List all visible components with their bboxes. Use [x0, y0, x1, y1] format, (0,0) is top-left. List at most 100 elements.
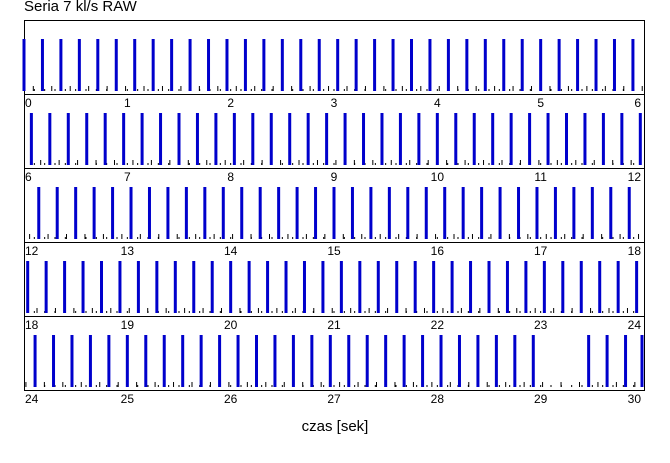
event-bar: [546, 113, 550, 165]
event-bar: [306, 113, 310, 165]
event-bar: [539, 39, 543, 91]
event-bar: [483, 39, 487, 91]
event-bar: [413, 261, 417, 313]
event-bar: [461, 187, 465, 239]
event-bar: [328, 335, 332, 387]
event-bar: [494, 335, 498, 387]
event-bar: [347, 335, 351, 387]
event-bar: [325, 113, 329, 165]
event-bar: [136, 261, 140, 313]
event-bar: [114, 39, 118, 91]
event-bar: [125, 335, 129, 387]
event-bar: [376, 261, 380, 313]
event-bar: [170, 39, 174, 91]
tick-label: 26: [224, 392, 238, 406]
event-bar: [33, 335, 37, 387]
event-bar: [277, 187, 281, 239]
event-bar: [280, 39, 284, 91]
event-bar: [92, 187, 96, 239]
event-bar: [509, 113, 513, 165]
event-bar: [317, 39, 321, 91]
tick-label: 7: [124, 170, 131, 184]
chart-title: Seria 7 kl/s RAW: [24, 0, 137, 15]
event-bar: [188, 39, 192, 91]
tick-label: 12: [628, 170, 642, 184]
raster-row-0: 0 1 2 3 4 5 6: [22, 20, 645, 110]
event-bar: [103, 113, 107, 165]
event-bar: [107, 335, 111, 387]
event-bar: [85, 113, 89, 165]
event-bar: [100, 261, 103, 313]
event-bar: [55, 187, 59, 239]
event-bar: [232, 113, 236, 165]
tick-label: 27: [327, 392, 341, 406]
event-bar: [243, 39, 247, 91]
event-bar: [26, 261, 30, 313]
event-bar: [22, 39, 26, 91]
event-bar: [505, 261, 509, 313]
event-bar: [203, 187, 207, 239]
event-bar: [173, 261, 177, 313]
event-bar: [380, 113, 384, 165]
tick-label: 11: [534, 170, 547, 184]
tick-label: 4: [434, 96, 441, 110]
event-bar: [417, 113, 421, 165]
tick-label: 29: [534, 392, 548, 406]
event-bar: [288, 113, 292, 165]
event-bar: [476, 335, 480, 387]
event-bar: [118, 261, 122, 313]
tick-label: 18: [25, 318, 39, 332]
event-bar: [129, 187, 133, 239]
event-bar: [302, 261, 306, 313]
event-bar: [269, 113, 273, 165]
event-bar: [321, 261, 325, 313]
event-bar: [513, 335, 517, 387]
event-bar: [609, 187, 613, 239]
event-bar: [406, 187, 410, 239]
event-bar: [266, 261, 270, 313]
event-bar: [369, 187, 373, 239]
event-bar: [528, 113, 532, 165]
event-bar: [310, 335, 314, 387]
event-bar: [384, 335, 388, 387]
event-bar: [221, 187, 225, 239]
event-bar: [147, 187, 151, 239]
event-bar: [601, 113, 605, 165]
event-bar: [332, 187, 336, 239]
event-bar: [122, 113, 126, 165]
event-bar: [247, 261, 251, 313]
event-bar: [258, 187, 262, 239]
event-bar: [620, 113, 624, 165]
tick-label: 3: [331, 96, 338, 110]
event-bar: [432, 261, 436, 313]
tick-label: 15: [327, 244, 341, 258]
event-bar: [424, 187, 428, 239]
event-bar: [624, 335, 628, 387]
tick-label: 10: [431, 170, 445, 184]
event-bar: [428, 39, 432, 91]
event-bar: [314, 187, 318, 239]
event-bar: [583, 113, 587, 165]
event-bar: [365, 335, 369, 387]
tick-label: 5: [537, 96, 544, 110]
event-bar: [284, 261, 288, 313]
event-bar: [576, 39, 580, 91]
event-bar: [66, 113, 70, 165]
event-bar: [605, 335, 609, 387]
event-bar: [88, 335, 92, 387]
event-bar: [531, 335, 535, 387]
event-bar: [491, 113, 495, 165]
tick-label: 23: [534, 318, 548, 332]
event-bar: [631, 39, 635, 91]
event-bar: [343, 113, 347, 165]
event-bar: [520, 39, 524, 91]
event-bar: [446, 39, 450, 91]
tick-label: 13: [121, 244, 135, 258]
tick-label: 1: [124, 96, 131, 110]
event-bar: [236, 335, 240, 387]
event-bar: [358, 261, 362, 313]
event-bar: [184, 187, 188, 239]
event-bar: [96, 39, 100, 91]
tick-label: 19: [121, 318, 135, 332]
event-bar: [638, 113, 642, 165]
